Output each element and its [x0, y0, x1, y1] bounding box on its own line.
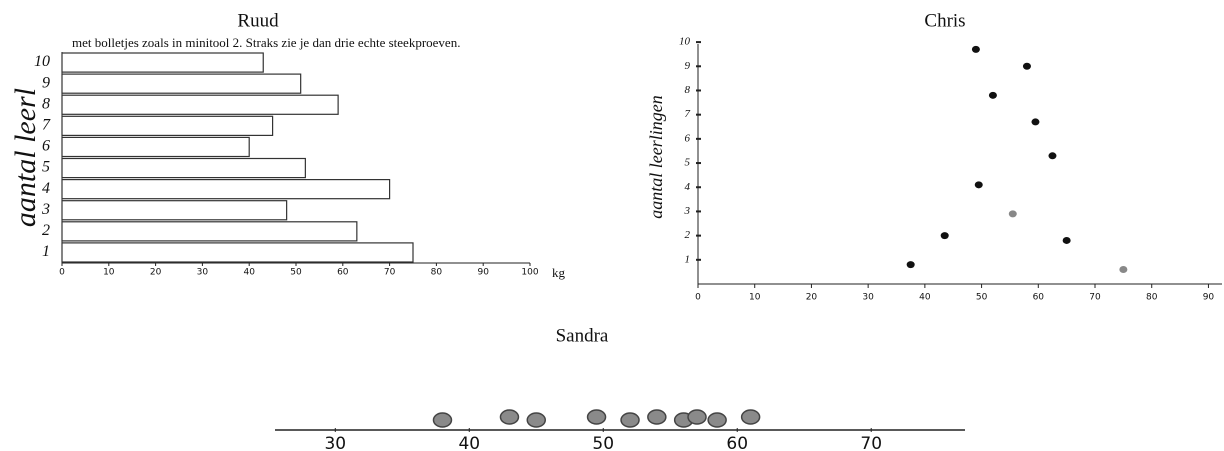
- x-tick-label: 0: [59, 268, 65, 278]
- x-tick-label: 20: [150, 268, 162, 278]
- dot: [687, 409, 707, 425]
- y-tick-label: 2: [685, 229, 691, 241]
- bar: [61, 115, 274, 137]
- point: [988, 91, 997, 99]
- dot: [740, 409, 761, 425]
- y-tick-label: 10: [679, 36, 691, 48]
- x-tick-label: 10: [749, 293, 761, 303]
- y-tick-label: 1: [685, 253, 691, 265]
- y-label: aantal leerlingen: [646, 95, 666, 218]
- x-tick-label: 40: [919, 293, 931, 303]
- y-tick-label: 10: [34, 53, 50, 70]
- y-tick-label: 9: [685, 60, 691, 72]
- x-tick-label: 50: [290, 268, 302, 278]
- y-tick-label: 4: [42, 180, 50, 197]
- point: [971, 45, 980, 53]
- x-tick-label: 0: [695, 293, 701, 303]
- point: [1031, 118, 1040, 126]
- note: met bolletjes zoals in minitool 2. Strak…: [72, 35, 460, 50]
- y-tick-label: 6: [685, 132, 691, 144]
- x-tick-label: 100: [521, 268, 538, 278]
- y-tick-label: 2: [42, 222, 50, 239]
- dot: [620, 412, 640, 428]
- x-tick-label: 80: [1146, 293, 1158, 303]
- bar: [61, 221, 358, 242]
- dot: [707, 412, 727, 428]
- y-tick-label: 9: [42, 74, 50, 91]
- x-tick-label: 90: [477, 268, 489, 278]
- y-tick-label: 3: [41, 201, 50, 218]
- x-tick-label: 70: [384, 268, 396, 278]
- dot: [499, 409, 520, 425]
- point: [1119, 265, 1128, 273]
- x-tick-label: 20: [806, 293, 818, 303]
- bar: [61, 73, 302, 94]
- y-tick-label: 1: [42, 243, 50, 260]
- x-tick-label: 60: [1033, 293, 1045, 303]
- x-tick-label: 40: [458, 434, 480, 451]
- point: [1048, 152, 1057, 160]
- y-label: aantal leerl: [9, 88, 42, 227]
- y-tick-label: 7: [42, 117, 51, 134]
- dot: [432, 412, 453, 428]
- x-tick-label: 40: [243, 268, 255, 278]
- x-tick-label: 60: [726, 434, 748, 451]
- y-tick-label: 5: [685, 157, 691, 169]
- x-tick-label: 30: [862, 293, 874, 303]
- chart-title: Chris: [924, 10, 965, 31]
- x-tick-label: 30: [324, 434, 346, 451]
- bar: [61, 179, 391, 200]
- x-tick-label: 10: [103, 268, 115, 278]
- bar: [61, 157, 306, 179]
- point: [906, 261, 915, 269]
- bar: [61, 200, 288, 221]
- y-tick-label: 8: [42, 95, 50, 112]
- point: [1062, 236, 1071, 244]
- chart-title: Ruud: [237, 10, 279, 31]
- bar: [61, 94, 339, 115]
- bar: [61, 52, 264, 73]
- dot: [586, 409, 607, 425]
- x-tick-label: 50: [976, 293, 988, 303]
- x-tick-label: 50: [592, 434, 614, 451]
- x-tick-label: 80: [431, 268, 443, 278]
- y-tick-label: 8: [685, 84, 691, 96]
- x-tick-label: 70: [1089, 293, 1101, 303]
- y-tick-label: 7: [685, 108, 691, 120]
- chart-title: Sandra: [556, 325, 609, 346]
- point: [1022, 62, 1031, 70]
- y-tick-label: 5: [42, 159, 50, 176]
- x-tick-label: 30: [197, 268, 209, 278]
- y-tick-label: 3: [684, 205, 691, 217]
- point: [940, 232, 949, 240]
- x-tick-label: 90: [1203, 293, 1215, 303]
- point: [1008, 210, 1017, 218]
- x-tick-label: 60: [337, 268, 349, 278]
- bar: [61, 242, 414, 263]
- point: [974, 181, 983, 189]
- dot: [647, 409, 667, 425]
- x-label: kg: [552, 265, 566, 280]
- y-tick-label: 6: [42, 138, 50, 155]
- bar: [61, 136, 250, 158]
- dot: [526, 412, 547, 428]
- x-tick-label: 70: [860, 434, 882, 451]
- y-tick-label: 4: [685, 181, 691, 193]
